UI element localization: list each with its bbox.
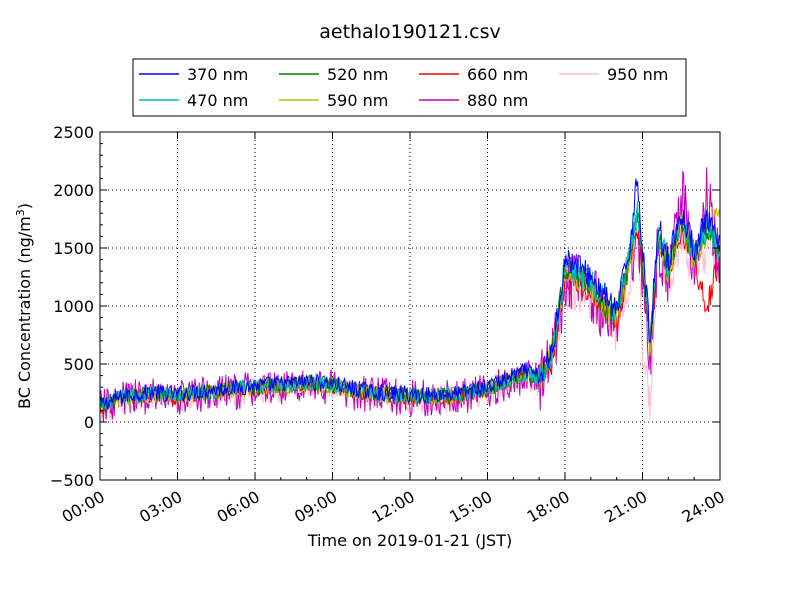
y-tick-label: 0 <box>84 413 94 432</box>
y-axis-label-end: ) <box>15 203 34 209</box>
y-tick-label: 2500 <box>53 123 94 142</box>
legend-label: 470 nm <box>187 91 248 110</box>
y-axis-label-sup: 3 <box>14 209 27 216</box>
chart-title: aethalo190121.csv <box>319 21 501 43</box>
x-axis-label: Time on 2019-01-21 (JST) <box>307 531 512 550</box>
series-layer <box>99 167 721 423</box>
series-line-590-nm <box>99 207 721 411</box>
y-tick-label: 1500 <box>53 239 94 258</box>
y-tick-label: 500 <box>63 355 94 374</box>
y-axis: −500 0 500 1000 1500 2000 2500 <box>50 123 720 490</box>
legend-label: 370 nm <box>187 65 248 84</box>
series-line-370-nm <box>99 178 721 410</box>
y-tick-label: −500 <box>50 471 94 490</box>
legend-label: 950 nm <box>607 65 668 84</box>
legend-box <box>132 58 687 117</box>
y-tick-label: 2000 <box>53 181 94 200</box>
y-axis-label-main: BC Concentration (ng/m <box>15 216 34 409</box>
legend-label: 590 nm <box>327 91 388 110</box>
legend-label: 660 nm <box>467 65 528 84</box>
y-axis-label: BC Concentration (ng/m3) <box>14 203 34 409</box>
legend-label: 880 nm <box>467 91 528 110</box>
y-tick-label: 1000 <box>53 297 94 316</box>
legend-label: 520 nm <box>327 65 388 84</box>
legend: 370 nm 470 nm 520 nm 590 nm 660 nm 880 nm 950 … <box>132 58 687 117</box>
